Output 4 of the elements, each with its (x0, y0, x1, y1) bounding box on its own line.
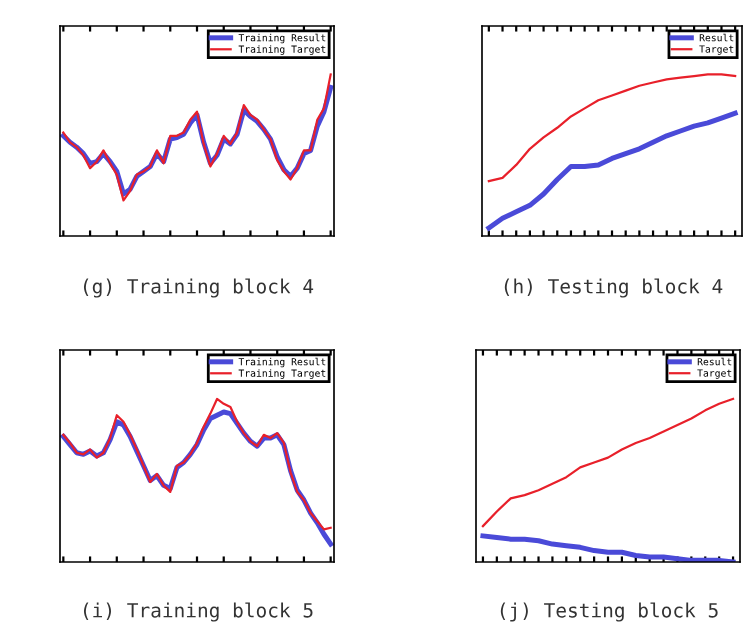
text: (j) Testing block 5 (500, 602, 718, 622)
text: (i) Training block 5 (83, 602, 313, 622)
text: (g) Training block 4 (83, 278, 314, 298)
text: (h) Testing block 4 (504, 278, 723, 298)
